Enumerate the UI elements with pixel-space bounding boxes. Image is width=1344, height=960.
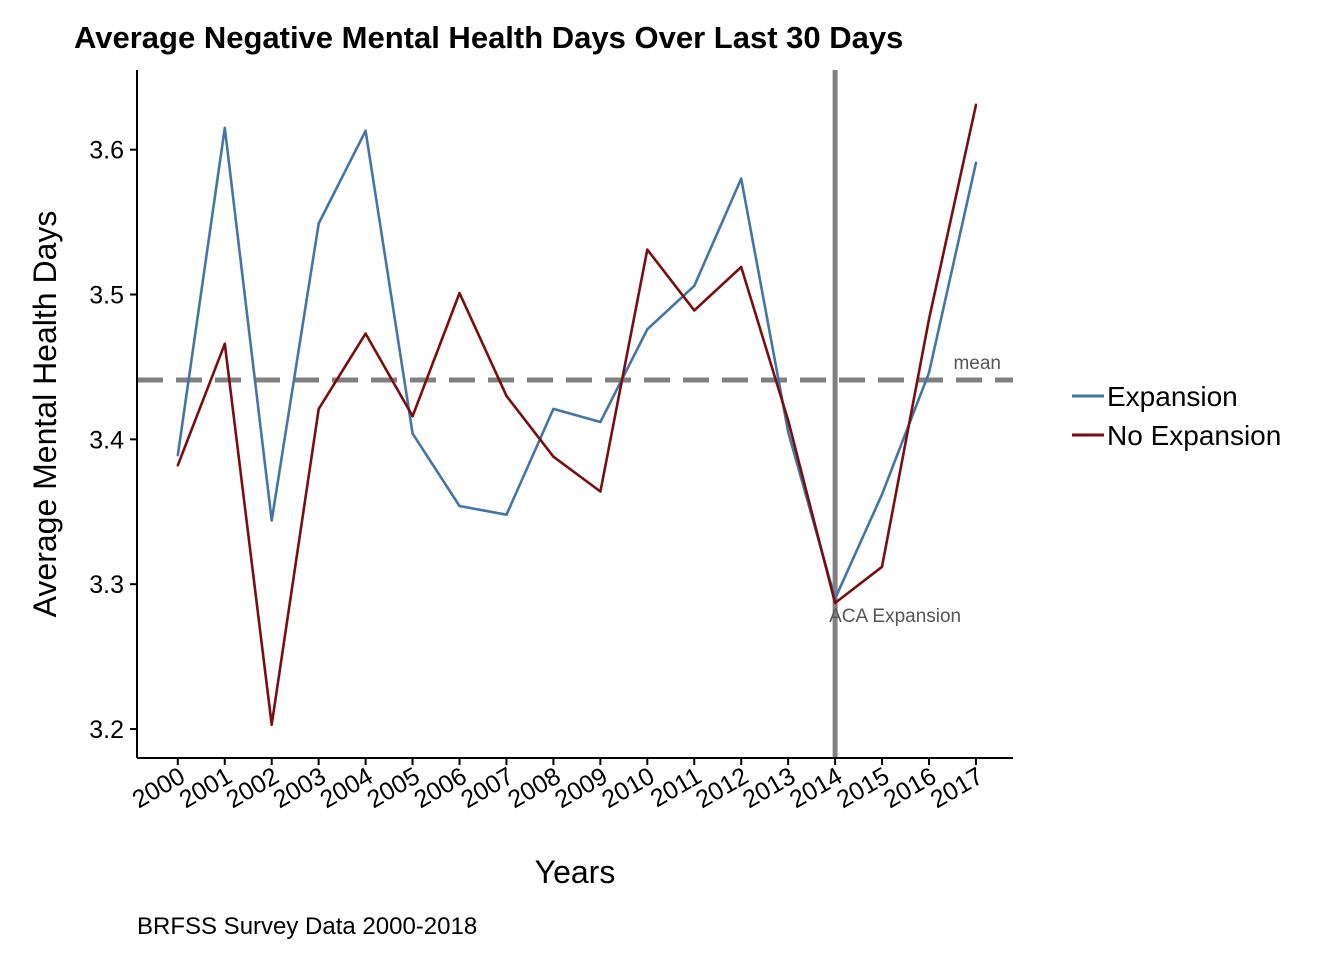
data-point-s2-2006 [458,291,461,295]
axes: 3.23.33.43.53.62000200120022003200420052… [89,70,1013,814]
data-point-s1-2009 [599,420,602,424]
data-point-s2-2011 [693,309,696,312]
data-point-s1-2012 [740,177,743,180]
data-point-s1-2006 [458,504,461,508]
data-point-s1-2011 [693,284,696,288]
x-tick-label: 2017 [926,762,988,814]
data-point-s2-2008 [552,455,555,458]
data-point-s2-2012 [740,265,743,269]
data-point-s2-2013 [786,419,790,422]
data-point-s2-2007 [505,394,508,398]
data-point-s2-2001 [223,342,226,345]
y-tick-label: 3.2 [89,716,124,744]
data-point-s1-2017 [974,161,978,164]
y-tick-label: 3.5 [89,282,124,310]
data-point-s2-2017 [974,103,978,106]
y-tick-label: 3.3 [89,571,124,599]
data-point-s1-2007 [505,513,508,516]
legend-label-2: No Expansion [1107,420,1281,451]
data-point-s2-2010 [646,248,649,251]
data-point-s2-2009 [599,490,602,493]
data-point-s1-2016 [927,371,931,374]
data-point-s2-2002 [270,723,273,726]
legend: Expansion No Expansion [1072,381,1281,451]
data-point-s1-2003 [317,222,320,225]
data-point-s1-2013 [786,430,790,434]
series-line-2 [176,104,978,727]
data-point-s1-2001 [223,126,226,130]
y-tick-label: 3.4 [89,426,124,454]
data-point-s1-2004 [364,129,367,133]
annotations: mean ACA Expansion [829,353,1001,627]
data-point-s1-2008 [552,407,555,411]
mean-label: mean [953,353,1001,374]
data-point-s2-2005 [411,414,414,418]
chart-title: Average Negative Mental Health Days Over… [74,20,903,55]
reference-lines [137,70,1013,758]
x-axis-title: Years [535,854,616,890]
data-point-s1-2000 [176,454,179,457]
aca-label: ACA Expansion [829,606,961,627]
data-point-s1-2002 [270,519,273,522]
y-axis-title: Average Mental Health Days [27,211,63,618]
data-point-s2-2000 [176,464,179,467]
data-point-s2-2016 [927,317,931,321]
series-line-1 [176,126,978,601]
data-point-s2-2014 [833,601,837,605]
data-point-s1-2005 [411,432,414,435]
data-point-s2-2015 [880,565,884,569]
data-point-s2-2003 [317,407,320,411]
data-point-s1-2015 [880,493,884,496]
series-lines [176,103,978,727]
y-tick-label: 3.6 [89,137,124,165]
data-point-s1-2010 [646,328,649,331]
data-point-s2-2004 [364,332,367,335]
legend-label-1: Expansion [1107,381,1238,412]
plot-area: 3.23.33.43.53.62000200120022003200420052… [89,70,1013,814]
caption: BRFSS Survey Data 2000-2018 [137,913,477,940]
